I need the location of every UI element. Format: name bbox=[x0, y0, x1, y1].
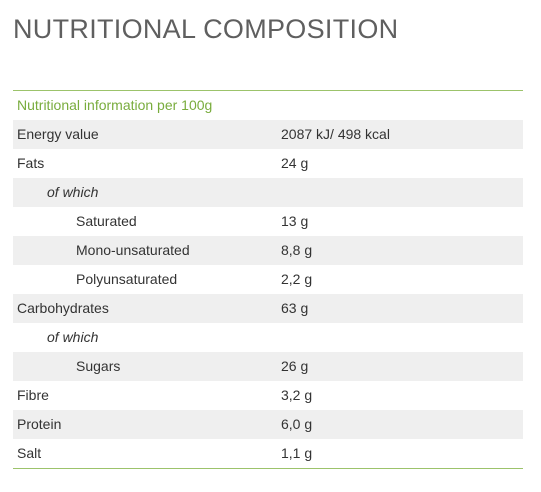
row-label: of which bbox=[47, 184, 99, 200]
row-value: 2087 kJ/ 498 kcal bbox=[281, 126, 390, 142]
page-title: NUTRITIONAL COMPOSITION bbox=[13, 14, 399, 44]
table-row: Protein 6,0 g bbox=[13, 410, 523, 439]
row-label: Salt bbox=[17, 445, 42, 461]
row-label: Saturated bbox=[76, 213, 137, 229]
row-value: 1,1 g bbox=[281, 445, 313, 461]
row-value: 13 g bbox=[281, 213, 309, 229]
caption-text: Nutritional information per 100g bbox=[17, 97, 213, 113]
table-row: Fibre 3,2 g bbox=[13, 381, 523, 410]
row-value: 3,2 g bbox=[281, 387, 313, 403]
row-label: Mono-unsaturated bbox=[76, 242, 190, 258]
table-caption: Nutritional information per 100g bbox=[13, 91, 523, 120]
table-bottom-rule bbox=[13, 468, 523, 469]
table-row: Energy value 2087 kJ/ 498 kcal bbox=[13, 120, 523, 149]
row-value: 6,0 g bbox=[281, 416, 313, 432]
row-value: 2,2 g bbox=[281, 271, 313, 287]
nutrition-table: Nutritional information per 100g Energy … bbox=[13, 90, 523, 469]
table-row: Mono-unsaturated 8,8 g bbox=[13, 236, 523, 265]
table-row: Fats 24 g bbox=[13, 149, 523, 178]
table-row: of which bbox=[13, 323, 523, 352]
row-label: Polyunsaturated bbox=[76, 271, 178, 287]
row-value: 26 g bbox=[281, 358, 309, 374]
table-row: Polyunsaturated 2,2 g bbox=[13, 265, 523, 294]
row-label: Protein bbox=[17, 416, 62, 432]
row-label: Fats bbox=[17, 155, 45, 171]
row-label: Carbohydrates bbox=[17, 300, 109, 316]
row-value: 8,8 g bbox=[281, 242, 313, 258]
row-value: 24 g bbox=[281, 155, 309, 171]
row-label: Sugars bbox=[76, 358, 121, 374]
row-label: of which bbox=[47, 329, 99, 345]
row-label: Energy value bbox=[17, 126, 99, 142]
row-value: 63 g bbox=[281, 300, 309, 316]
row-label: Fibre bbox=[17, 387, 49, 403]
table-top-rule bbox=[13, 90, 523, 91]
table-row: Salt 1,1 g bbox=[13, 439, 523, 468]
table-row: Carbohydrates 63 g bbox=[13, 294, 523, 323]
table-row: Saturated 13 g bbox=[13, 207, 523, 236]
table-row: Sugars 26 g bbox=[13, 352, 523, 381]
table-row: of which bbox=[13, 178, 523, 207]
